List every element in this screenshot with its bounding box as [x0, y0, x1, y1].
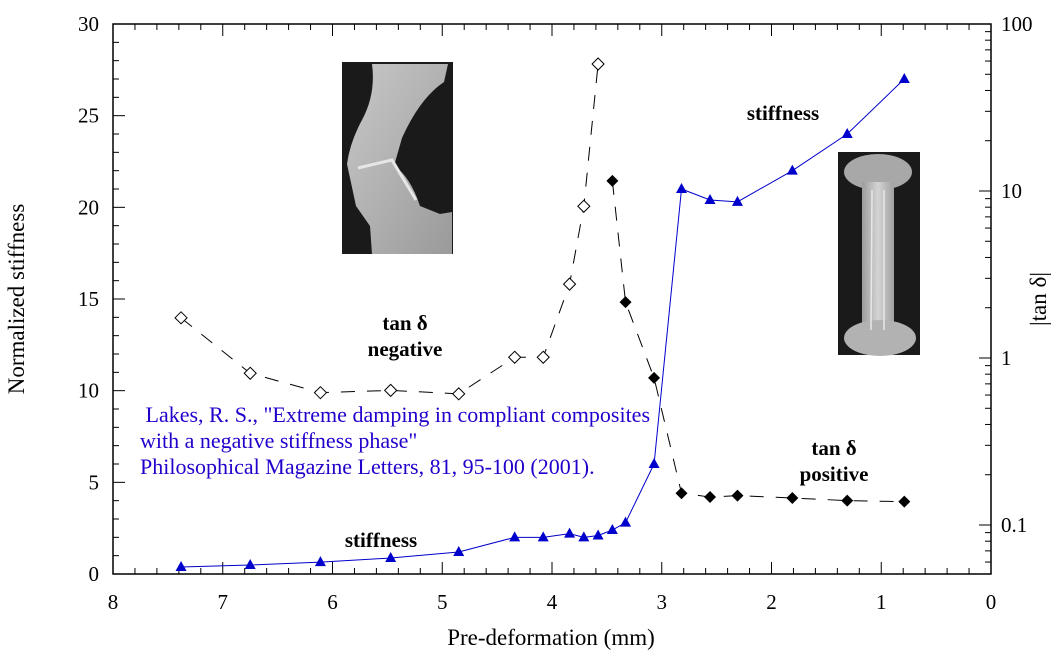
x-tick-label: 8	[108, 590, 119, 614]
data-point-open-diamond	[507, 350, 522, 364]
data-point-triangle	[606, 524, 618, 534]
data-point-triangle	[704, 194, 716, 204]
y-tick-label: 0	[89, 562, 100, 586]
data-point-open-diamond	[536, 350, 550, 364]
data-point-triangle	[786, 164, 798, 175]
y2-tick-label: 0.1	[1001, 513, 1027, 537]
data-point-triangle	[898, 73, 910, 83]
y-axis-title: Normalized stiffness	[4, 204, 29, 395]
data-point-open-diamond	[591, 57, 605, 71]
data-point-filled-diamond	[786, 492, 799, 505]
straight-specimen-photo	[838, 152, 920, 356]
data-point-triangle	[648, 458, 660, 468]
data-point-filled-diamond	[619, 296, 632, 309]
data-point-open-diamond	[383, 383, 398, 398]
x-axis-title: Pre-deformation (mm)	[447, 625, 655, 650]
annotation-tan-delta-positive-1: tan δ	[811, 436, 856, 460]
x-tick-label: 7	[218, 590, 229, 614]
data-point-filled-diamond	[606, 174, 619, 187]
y-tick-label: 5	[89, 470, 100, 494]
x-tick-label: 2	[766, 590, 777, 614]
data-point-triangle	[578, 531, 590, 542]
buckled-specimen-photo	[342, 62, 453, 254]
y2-axis-title: |tan δ|	[1026, 272, 1051, 326]
annotation-stiffness-low: stiffness	[345, 528, 417, 552]
annotation-tan-delta-positive-2: positive	[800, 462, 869, 486]
y2-tick-label: 1	[1001, 346, 1012, 370]
data-point-triangle	[175, 561, 187, 572]
y-tick-label: 15	[78, 287, 99, 311]
series-layer	[174, 57, 911, 572]
data-point-triangle	[453, 546, 465, 556]
data-point-open-diamond	[562, 277, 577, 291]
data-point-triangle	[509, 531, 521, 542]
data-point-triangle	[676, 183, 688, 193]
data-point-triangle	[385, 552, 397, 563]
x-tick-label: 4	[547, 590, 558, 614]
x-tick-label: 6	[327, 590, 338, 614]
data-point-filled-diamond	[731, 489, 744, 502]
y-tick-label: 30	[78, 12, 99, 36]
citation-line-2: with a negative stiffness phase"	[140, 428, 417, 453]
series-line	[181, 78, 905, 568]
x-tick-label: 3	[657, 590, 668, 614]
y2-tick-label: 10	[1001, 179, 1022, 203]
data-point-triangle	[564, 527, 576, 538]
data-point-open-diamond	[452, 387, 466, 401]
annotation-stiffness-high: stiffness	[747, 101, 819, 125]
data-point-filled-diamond	[841, 494, 854, 507]
data-point-filled-diamond	[704, 491, 717, 504]
data-point-triangle	[841, 128, 853, 138]
data-point-triangle	[731, 195, 743, 206]
y2-tick-label: 100	[1001, 12, 1033, 36]
data-point-open-diamond	[243, 366, 257, 380]
series-stiffness	[175, 73, 910, 572]
data-point-filled-diamond	[648, 371, 661, 384]
y-tick-label: 25	[78, 104, 99, 128]
data-point-filled-diamond	[898, 495, 911, 508]
data-point-open-diamond	[577, 199, 591, 213]
data-point-triangle	[620, 516, 632, 527]
data-point-open-diamond	[313, 385, 328, 400]
data-point-triangle	[537, 531, 549, 542]
series-tan-positive	[606, 174, 911, 508]
x-tick-label: 1	[876, 590, 887, 614]
annotation-tan-delta-negative-2: negative	[368, 337, 443, 361]
citation-line-3: Philosophical Magazine Letters, 81, 95-1…	[140, 454, 595, 479]
data-point-filled-diamond	[675, 487, 688, 500]
x-tick-label: 5	[437, 590, 448, 614]
data-point-triangle	[244, 559, 256, 570]
y-tick-label: 20	[78, 195, 99, 219]
data-point-triangle	[314, 556, 326, 567]
data-point-open-diamond	[174, 311, 188, 325]
data-point-triangle	[592, 529, 604, 540]
citation-line-1: Lakes, R. S., "Extreme damping in compli…	[140, 402, 650, 427]
y-tick-label: 10	[78, 379, 99, 403]
annotation-tan-delta-negative-1: tan δ	[382, 311, 427, 335]
x-tick-label: 0	[986, 590, 997, 614]
series-tan-negative	[174, 57, 605, 401]
